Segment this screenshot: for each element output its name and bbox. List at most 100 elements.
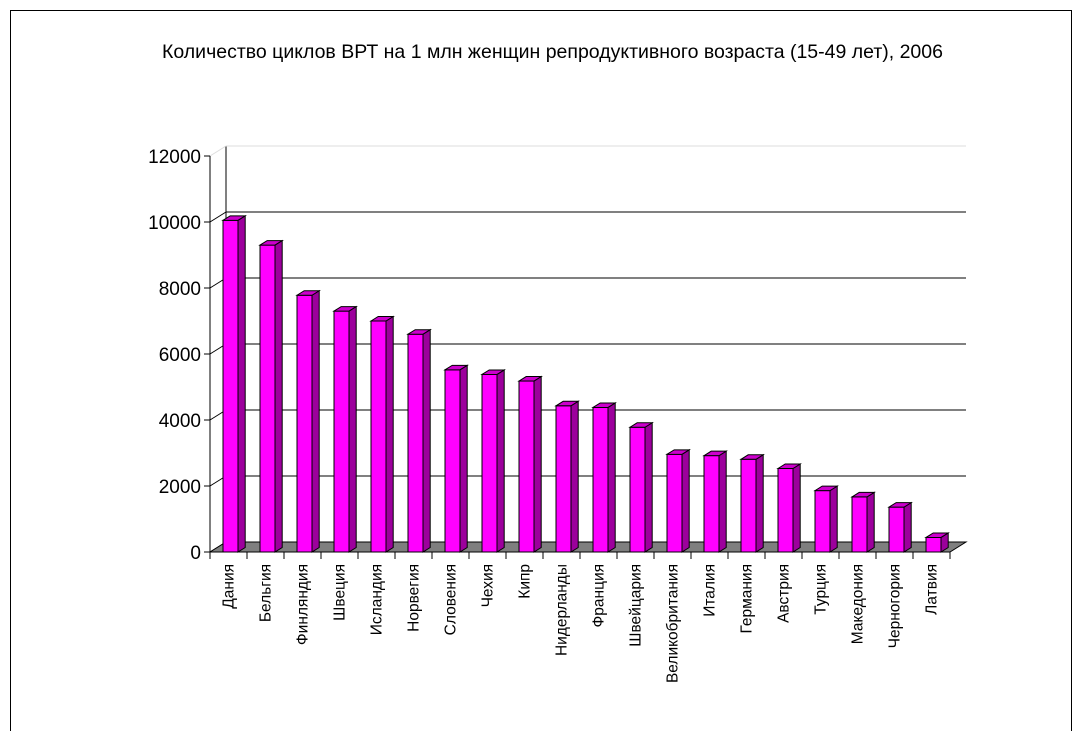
category-label: Франция — [591, 564, 608, 628]
bar-side — [644, 421, 653, 553]
bar-front — [370, 320, 387, 553]
bar — [813, 485, 839, 553]
bar-front — [851, 496, 868, 553]
bar-top — [406, 329, 432, 335]
bar-side — [348, 305, 357, 553]
chart-title: Количество циклов ВРТ на 1 млн женщин ре… — [162, 41, 943, 63]
category-label: Великобритания — [665, 564, 682, 683]
bar-front — [777, 468, 794, 553]
y-tick-label: 0 — [190, 543, 201, 564]
bar-top — [665, 449, 691, 455]
bar-front — [222, 219, 239, 553]
bar — [665, 448, 691, 553]
bar-top — [591, 402, 617, 408]
y-tick-label: 12000 — [148, 147, 201, 168]
bar — [739, 453, 765, 553]
bar-side — [385, 315, 394, 553]
bar — [850, 491, 876, 553]
category-label: Италия — [702, 564, 719, 617]
bar — [221, 214, 247, 553]
bar-front — [925, 536, 942, 553]
category-label: Швейцария — [628, 564, 645, 647]
bar — [295, 289, 321, 553]
y-tick-label: 2000 — [159, 477, 201, 498]
category-label: Македония — [850, 564, 867, 644]
value-axis: 0 2000 4000 6000 8000 10000 12000 — [148, 147, 211, 564]
bar-side — [903, 501, 912, 553]
category-label: Бельгия — [258, 564, 275, 622]
bar-top — [813, 485, 839, 492]
bar-front — [814, 490, 831, 553]
bar-front — [518, 380, 535, 553]
bar-front — [259, 244, 276, 553]
bar-top — [221, 215, 247, 221]
bar-side — [718, 450, 727, 553]
bar-front — [296, 294, 313, 553]
bar-top — [924, 532, 950, 538]
bars — [221, 214, 950, 553]
bar-front — [740, 458, 757, 553]
bar-side — [459, 364, 468, 553]
bar-top — [443, 364, 469, 371]
bar — [369, 315, 395, 553]
category-label: Финляндия — [295, 564, 312, 645]
bar — [887, 501, 913, 553]
bar-front — [407, 333, 424, 553]
bar — [554, 400, 580, 553]
category-axis: Дания Бельгия Финляндия Швеция Исландия Норве… — [209, 551, 951, 683]
category-label: Черногория — [887, 564, 904, 648]
bar-front — [333, 310, 350, 553]
bar — [776, 463, 802, 553]
y-tick-label: 10000 — [148, 213, 201, 234]
grid-depth-line — [209, 145, 227, 157]
bar-side — [237, 214, 246, 553]
category-label: Норвегия — [406, 564, 423, 632]
grid-lines — [209, 145, 966, 553]
bar — [591, 402, 617, 553]
bar-top — [258, 240, 284, 246]
bar-side — [422, 328, 431, 553]
bar-top — [554, 400, 580, 407]
grid-depth-line — [209, 211, 227, 223]
category-label: Турция — [813, 564, 830, 615]
bar — [258, 239, 284, 553]
category-label: Австрия — [776, 564, 793, 623]
bar-top — [887, 502, 913, 508]
y-tick-label: 6000 — [159, 345, 201, 366]
bar — [517, 375, 543, 553]
category-label: Кипр — [517, 564, 534, 599]
bar-top — [628, 422, 654, 428]
category-label: Латвия — [924, 564, 941, 615]
bar-side — [496, 369, 505, 553]
bar-front — [481, 373, 498, 553]
bar-top — [702, 450, 728, 457]
bar-front — [629, 426, 646, 553]
bar-side — [533, 375, 542, 553]
bar-top — [850, 491, 876, 498]
bar — [406, 328, 432, 553]
bar-front — [703, 455, 720, 553]
bar-side — [755, 453, 764, 553]
bar-front — [666, 453, 683, 553]
bar — [480, 369, 506, 553]
bar-side — [607, 402, 616, 553]
bar-top — [295, 290, 321, 296]
category-label: Германия — [739, 564, 756, 634]
bar-front — [555, 405, 572, 553]
bar-top — [517, 376, 543, 382]
y-tick-label: 4000 — [159, 411, 201, 432]
bar-side — [866, 491, 875, 553]
category-label: Нидерланды — [554, 564, 571, 656]
bar-top — [776, 463, 802, 470]
category-label: Чехия — [480, 564, 497, 607]
bar-top — [739, 454, 765, 460]
bar — [924, 532, 950, 553]
y-tick-label: 8000 — [159, 279, 201, 300]
bar-side — [570, 400, 579, 553]
bar-top — [369, 316, 395, 322]
category-label: Дания — [221, 564, 238, 609]
category-label: Исландия — [369, 564, 386, 635]
bar-top — [332, 306, 358, 312]
bar — [443, 364, 469, 553]
